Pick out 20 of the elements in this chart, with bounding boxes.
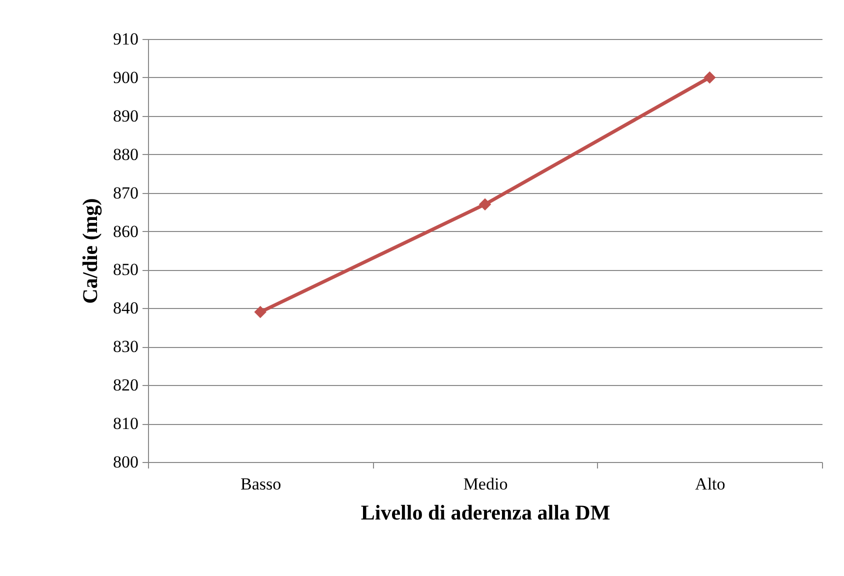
y-tick-label: 810 [113, 414, 138, 434]
y-tick-label: 830 [113, 337, 138, 356]
y-tick-label: 910 [113, 30, 138, 48]
point [478, 198, 492, 210]
y-tick-label: 860 [113, 222, 138, 241]
y-tick-label: 800 [113, 452, 138, 472]
y-tick-label: 820 [113, 376, 138, 395]
point [704, 71, 716, 84]
y-axis-title: Ca/die (mg) [78, 198, 102, 304]
y-tick-label: 840 [113, 298, 138, 318]
y-tick-label: 900 [113, 68, 138, 87]
y-tick-label: 870 [113, 183, 138, 202]
x-axis-title: Livello di aderenza alla DM [360, 500, 610, 524]
x-tick-label: Alto [695, 474, 726, 494]
y-tick-label: 890 [113, 106, 138, 126]
y-tick-label: 850 [113, 260, 138, 280]
y-tick-label: 880 [113, 144, 138, 164]
x-tick-label: Basso [240, 474, 282, 494]
point [254, 306, 266, 318]
x-tick-label: Medio [463, 474, 508, 494]
